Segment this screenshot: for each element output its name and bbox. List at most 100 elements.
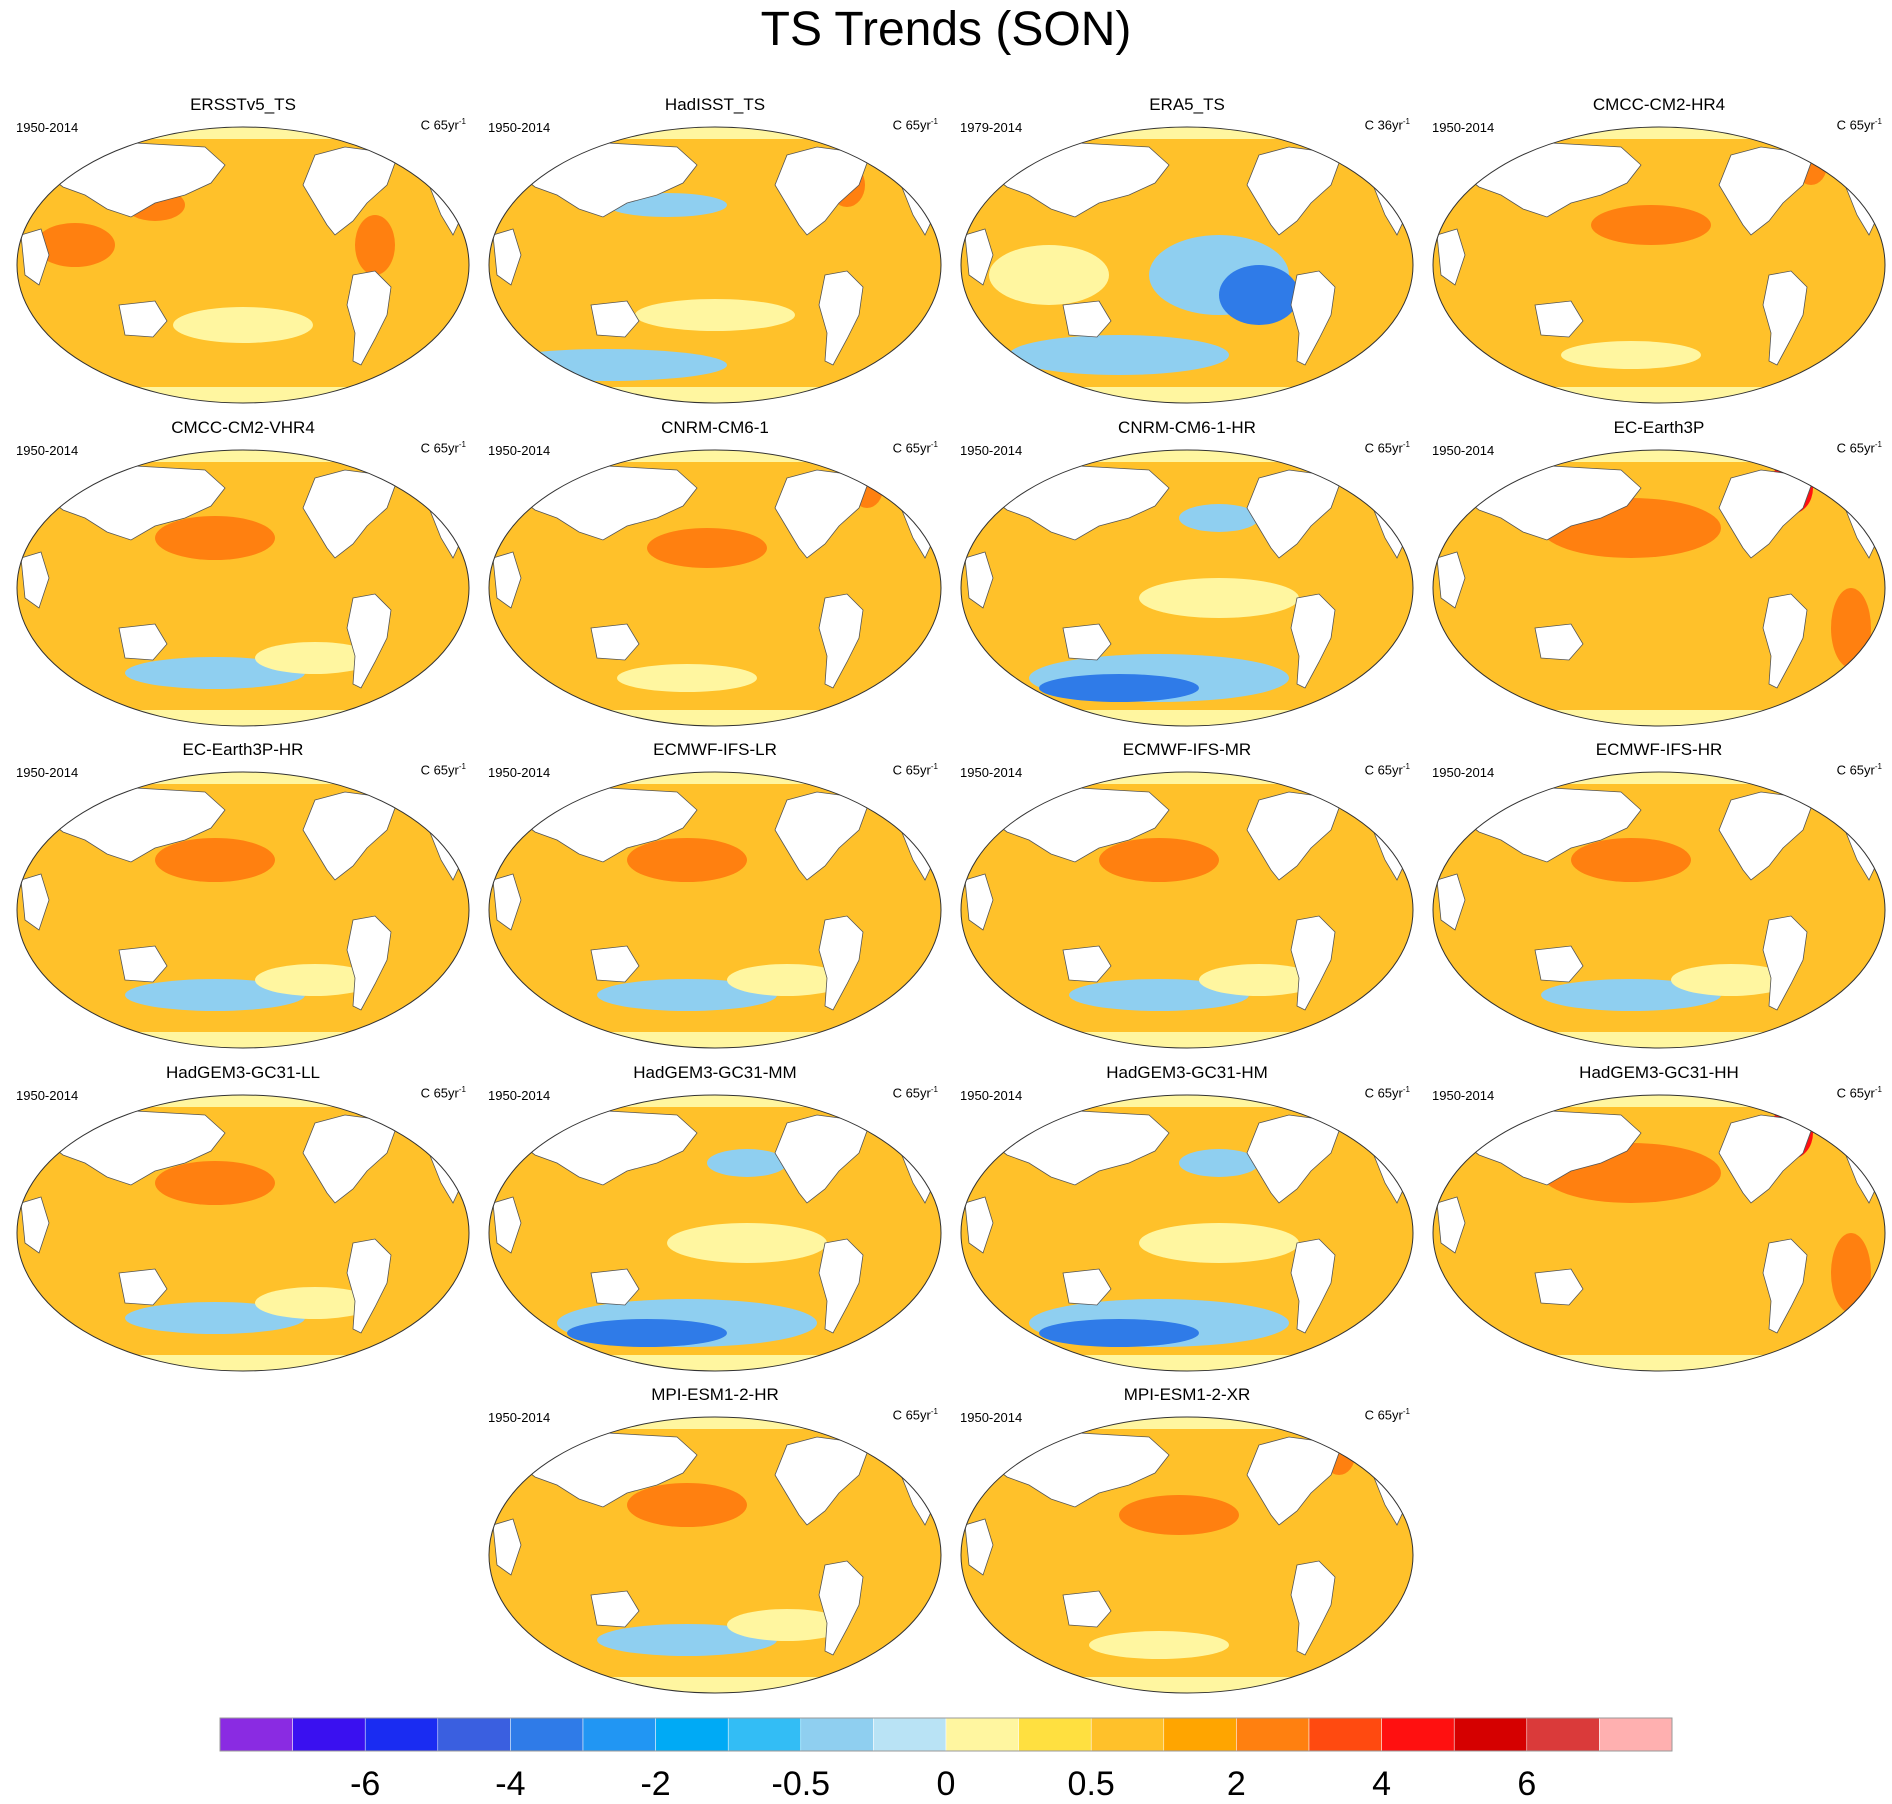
trend-patch bbox=[1009, 335, 1229, 375]
map-border bbox=[488, 1416, 942, 1694]
land-mass bbox=[590, 623, 640, 661]
panel-title: EC-Earth3P bbox=[1613, 418, 1705, 437]
units-exponent: -1 bbox=[1874, 762, 1882, 771]
land-mass bbox=[818, 270, 864, 366]
trend-patch bbox=[1831, 1233, 1871, 1313]
robinson-map bbox=[488, 1416, 942, 1694]
colorbar-swatch bbox=[292, 1717, 366, 1752]
panel-period: 1950-2014 bbox=[488, 765, 551, 780]
land-mass bbox=[964, 1518, 994, 1576]
trend-patch bbox=[1179, 1149, 1259, 1177]
units-exponent: -1 bbox=[1402, 117, 1410, 126]
units-text: C 36yr bbox=[1364, 117, 1403, 133]
trend-patch bbox=[255, 964, 375, 996]
colorbar-tick-label: -2 bbox=[640, 1765, 671, 1803]
land-mass bbox=[1436, 1196, 1466, 1254]
land-mass bbox=[1762, 1238, 1808, 1334]
trend-patch bbox=[155, 838, 275, 882]
trend-patch bbox=[635, 299, 795, 331]
units-text: C 65yr bbox=[892, 117, 931, 133]
land-mass bbox=[1436, 551, 1466, 609]
map-panel: HadGEM3-GC31-MM 1950-2014 C 65yr-1 bbox=[480, 1063, 950, 1383]
land-mass bbox=[492, 228, 522, 286]
robinson-map bbox=[16, 771, 470, 1049]
units-exponent: -1 bbox=[1402, 1085, 1410, 1094]
colorbar-tick-label: 0 bbox=[936, 1765, 956, 1803]
panel-title: HadGEM3-GC31-HH bbox=[1579, 1063, 1739, 1082]
map-panel: HadGEM3-GC31-HH 1950-2014 C 65yr-1 bbox=[1424, 1063, 1892, 1383]
land-mass bbox=[818, 593, 864, 689]
robinson-map bbox=[1432, 1094, 1886, 1372]
colorbar-tick-label: 2 bbox=[1226, 1765, 1246, 1803]
panel-title: HadGEM3-GC31-LL bbox=[165, 1063, 320, 1082]
colorbar-swatch bbox=[945, 1717, 1019, 1752]
trend-patch bbox=[707, 1149, 787, 1177]
panel-units: C 65yr-1 bbox=[421, 1085, 466, 1100]
units-exponent: -1 bbox=[930, 762, 938, 771]
units-text: C 65yr bbox=[892, 440, 931, 456]
land-mass bbox=[1534, 300, 1584, 338]
land-mass bbox=[20, 1196, 50, 1254]
panel-title: CNRM-CM6-1 bbox=[661, 418, 769, 437]
robinson-map bbox=[960, 1094, 1414, 1372]
panel-units: C 65yr-1 bbox=[893, 440, 938, 455]
units-text: C 65yr bbox=[892, 1407, 931, 1423]
land-mass bbox=[964, 873, 994, 931]
colorbar-swatch bbox=[873, 1717, 947, 1752]
trend-patch bbox=[1445, 1113, 1497, 1133]
land-mass bbox=[590, 1268, 640, 1306]
panel-period: 1950-2014 bbox=[960, 765, 1023, 780]
trend-patch bbox=[1445, 468, 1497, 488]
panel-units: C 65yr-1 bbox=[1365, 762, 1410, 777]
trend-patch bbox=[1179, 504, 1259, 532]
map-border bbox=[960, 1416, 1414, 1694]
panel-units: C 65yr-1 bbox=[1365, 440, 1410, 455]
land-mass bbox=[1762, 915, 1808, 1011]
map-border bbox=[488, 449, 942, 727]
robinson-map bbox=[960, 126, 1414, 404]
trend-patch bbox=[597, 979, 777, 1011]
land-mass bbox=[118, 300, 168, 338]
land-mass bbox=[1062, 300, 1112, 338]
trend-patch bbox=[1069, 979, 1249, 1011]
land-mass bbox=[818, 915, 864, 1011]
land-mass bbox=[346, 593, 392, 689]
trend-patch bbox=[1571, 838, 1691, 882]
trend-patch bbox=[255, 1287, 375, 1319]
trend-patch bbox=[1119, 1495, 1239, 1535]
trend-patch bbox=[567, 1319, 727, 1347]
panel-units: C 65yr-1 bbox=[893, 1085, 938, 1100]
colorbar-swatch bbox=[1308, 1717, 1382, 1752]
units-text: C 65yr bbox=[1364, 762, 1403, 778]
land-mass bbox=[964, 551, 994, 609]
trend-patch bbox=[627, 1483, 747, 1527]
main-title: TS Trends (SON) bbox=[760, 3, 1132, 56]
colorbar-tick-label: -4 bbox=[495, 1765, 526, 1803]
robinson-map bbox=[488, 449, 942, 727]
colorbar-swatch bbox=[1381, 1717, 1455, 1752]
units-exponent: -1 bbox=[1874, 117, 1882, 126]
panel-units: C 65yr-1 bbox=[1365, 1085, 1410, 1100]
map-border bbox=[16, 1094, 470, 1372]
trend-patch bbox=[647, 528, 767, 568]
trend-patch bbox=[1561, 341, 1701, 369]
robinson-map bbox=[1432, 126, 1886, 404]
map-panel: CNRM-CM6-1 1950-2014 C 65yr-1 bbox=[480, 418, 950, 738]
land-mass bbox=[118, 945, 168, 983]
colorbar-tick-label: 0.5 bbox=[1067, 1765, 1115, 1803]
units-text: C 65yr bbox=[1836, 1085, 1875, 1101]
map-border bbox=[960, 126, 1414, 404]
panel-title: ERSSTv5_TS bbox=[190, 95, 296, 114]
colorbar-swatch bbox=[1453, 1717, 1528, 1752]
map-panel: HadGEM3-GC31-HM 1950-2014 C 65yr-1 bbox=[952, 1063, 1422, 1383]
units-exponent: -1 bbox=[1402, 762, 1410, 771]
robinson-map bbox=[960, 449, 1414, 727]
panel-units: C 65yr-1 bbox=[893, 117, 938, 132]
units-exponent: -1 bbox=[930, 440, 938, 449]
panel-period: 1950-2014 bbox=[16, 443, 79, 458]
units-exponent: -1 bbox=[458, 1085, 466, 1094]
panel-title: EC-Earth3P-HR bbox=[182, 740, 304, 759]
trend-patch bbox=[1089, 1631, 1229, 1659]
panel-period: 1950-2014 bbox=[1432, 120, 1495, 135]
colorbar-outline bbox=[219, 1717, 1673, 1752]
